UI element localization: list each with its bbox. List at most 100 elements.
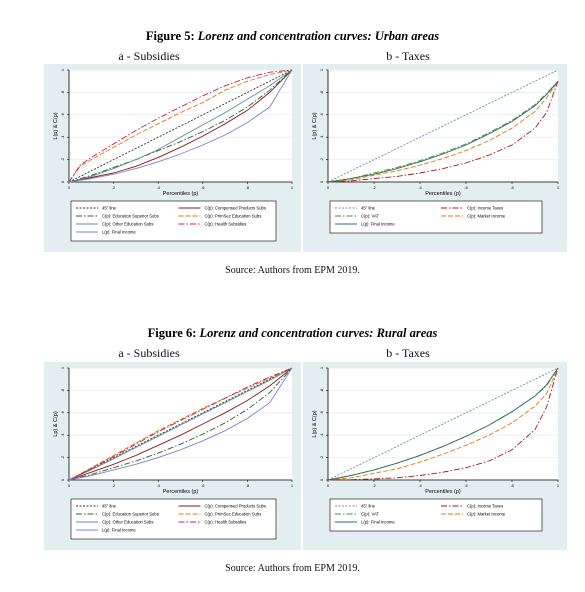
- legend-label: C(p): Market Income: [467, 214, 506, 219]
- x-tick-label: 0: [68, 483, 71, 488]
- y-tick-label: .4: [319, 135, 324, 139]
- series-line: [68, 367, 293, 481]
- legend-box: [70, 200, 277, 242]
- legend-label: C(p): Compensed Products Subs: [205, 504, 266, 509]
- legend-label: C(p): Market Income: [467, 512, 506, 517]
- y-tick-label: .8: [319, 90, 324, 94]
- x-tick-label: .8: [246, 483, 250, 488]
- legend-label: C(p): PrimSec Education Subs: [205, 214, 262, 219]
- chart-urban-taxes: 0 .2 .4 .6 .8 1 0 .2 .4 .6 .8 1 Percentiles (p) L(p) …: [303, 64, 567, 252]
- series-line: [327, 81, 559, 183]
- figure-6-panel-a-label: a - Subsidies: [118, 346, 180, 360]
- x-tick-label: 0: [68, 185, 71, 190]
- legend-label: 45° line: [102, 504, 117, 509]
- y-axis-label: L(p) & C(p): [53, 112, 59, 139]
- legend-label: C(p): Education Superior Subs: [102, 512, 159, 517]
- figure-5-title: Figure 5: Lorenz and concentration curve…: [0, 29, 585, 44]
- y-tick-label: .6: [319, 112, 324, 116]
- series-line: [68, 69, 293, 183]
- series-line: [327, 367, 559, 481]
- x-tick-label: .8: [510, 483, 514, 488]
- figure-5-panel-b-label: b - Taxes: [386, 49, 430, 63]
- x-tick-label: .6: [464, 483, 468, 488]
- series-line: [68, 69, 293, 183]
- legend-box: [329, 200, 543, 234]
- x-tick-label: .4: [418, 483, 422, 488]
- legend-label: L(p): Final Income: [361, 520, 395, 525]
- legend-label: L(p): Final Income: [102, 528, 136, 533]
- series-line: [68, 367, 293, 481]
- x-tick-label: 0: [327, 483, 330, 488]
- legend-label: L(p): Final Income: [102, 230, 136, 235]
- x-tick-label: .6: [464, 185, 468, 190]
- series-line: [327, 80, 559, 183]
- y-tick-label: 0: [60, 180, 65, 183]
- x-tick-label: .6: [201, 185, 205, 190]
- y-tick-label: .2: [60, 157, 65, 161]
- y-tick-label: .8: [319, 388, 324, 392]
- x-tick-label: .4: [157, 185, 161, 190]
- x-tick-label: .8: [510, 185, 514, 190]
- legend-label: 45° line: [361, 206, 376, 211]
- legend-label: C(p): Health Subsidies: [205, 222, 247, 227]
- legend-label: C(p): Education Superior Subs: [102, 214, 159, 219]
- y-tick-label: 1: [60, 366, 65, 369]
- y-tick-label: .2: [319, 455, 324, 459]
- series-line: [327, 367, 559, 481]
- y-axis-label: L(p) & C(p): [312, 410, 318, 437]
- y-tick-label: 1: [319, 68, 324, 71]
- series-line: [327, 80, 559, 183]
- series-line: [68, 367, 293, 481]
- y-tick-label: .8: [60, 388, 65, 392]
- y-tick-label: 0: [60, 478, 65, 481]
- y-axis-label: Lp) & C(p): [53, 411, 59, 437]
- x-tick-label: 0: [327, 185, 330, 190]
- figure-5-panel-a-label: a - Subsidies: [118, 49, 180, 63]
- x-tick-label: 1: [557, 185, 560, 190]
- series-line: [68, 367, 293, 481]
- y-axis-label: L(p) & C(p): [312, 112, 318, 139]
- y-tick-label: .8: [60, 90, 65, 94]
- y-tick-label: .2: [319, 157, 324, 161]
- y-tick-label: .6: [319, 410, 324, 414]
- legend-label: 45° line: [361, 504, 376, 509]
- x-tick-label: .2: [112, 185, 116, 190]
- legend-label: C(p): PrimSec Education Subs: [205, 512, 262, 517]
- series-line: [327, 80, 559, 183]
- legend-label: C(p): Other Education Subs: [102, 222, 153, 227]
- chart-rural-subsidies: 0 .2 .4 .6 .8 1 0 .2 .4 .6 .8 1 Percentiles (p) Lp) &…: [44, 362, 301, 550]
- series-line: [68, 367, 293, 481]
- series-line: [68, 69, 293, 183]
- plot-area: [69, 368, 292, 480]
- series-line: [68, 367, 293, 481]
- series-line: [327, 367, 559, 481]
- x-axis-label: Percentiles (p): [425, 489, 461, 495]
- y-tick-label: .2: [60, 455, 65, 459]
- x-tick-label: 1: [291, 185, 294, 190]
- legend-box: [70, 498, 277, 540]
- y-tick-label: .6: [60, 112, 65, 116]
- x-axis-label: Percentiles (p): [425, 191, 461, 197]
- x-axis-label: Percentiles (p): [163, 191, 199, 197]
- x-tick-label: 1: [291, 483, 294, 488]
- x-tick-label: .6: [201, 483, 205, 488]
- figure-6-number: Figure 6:: [147, 326, 197, 340]
- x-tick-label: .2: [112, 483, 116, 488]
- figure-5-number: Figure 5:: [145, 29, 195, 43]
- y-tick-label: .4: [60, 433, 65, 437]
- x-tick-label: .2: [372, 185, 376, 190]
- figure-6-title: Figure 6: Lorenz and concentration curve…: [0, 326, 585, 341]
- x-tick-label: .4: [157, 483, 161, 488]
- y-tick-label: 0: [319, 478, 324, 481]
- legend-label: C(p): Income Taxes: [467, 206, 503, 211]
- figure-6-panel-b-label: b - Taxes: [386, 346, 430, 360]
- series-line: [327, 367, 559, 481]
- chart-rural-taxes: 0 .2 .4 .6 .8 1 0 .2 .4 .6 .8 1 Percentiles (p) L(p) …: [303, 362, 567, 550]
- y-tick-label: 1: [319, 366, 324, 369]
- x-tick-label: .4: [418, 185, 422, 190]
- series-line: [68, 69, 293, 183]
- figure-5-title-text: Lorenz and concentration curves: Urban a…: [197, 29, 440, 43]
- figure-6-title-text: Lorenz and concentration curves: Rural a…: [199, 326, 438, 340]
- series-line: [68, 69, 293, 183]
- legend-label: C(p): Compensed Products Subs: [205, 206, 266, 211]
